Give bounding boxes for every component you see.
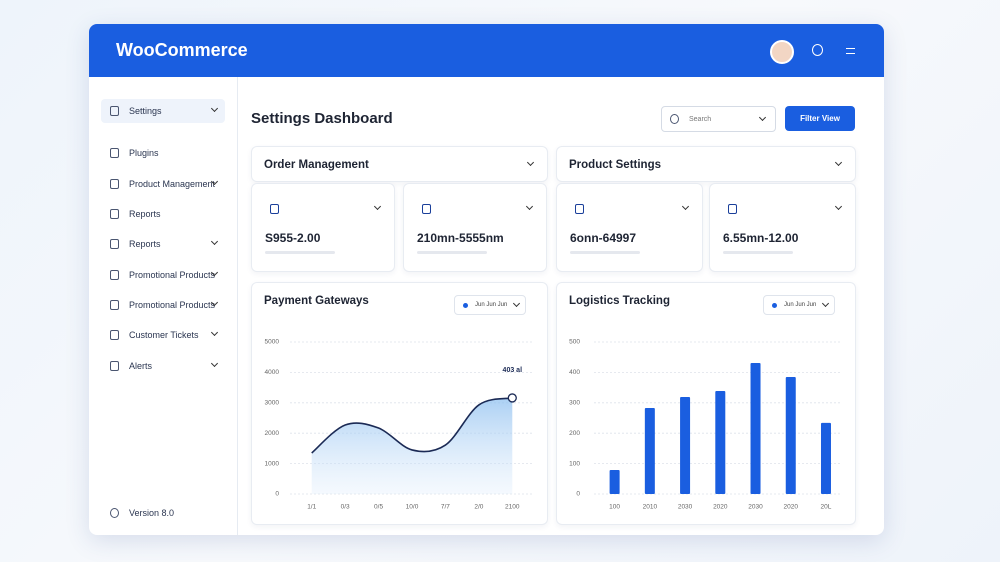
- panel-header[interactable]: Product Settings: [556, 146, 856, 182]
- filter-text: Jun Jun Jun: [475, 302, 508, 308]
- version: Version 8.0: [101, 501, 225, 525]
- sidebar-label: Reports: [129, 209, 161, 219]
- sidebar-label: Reports: [129, 239, 161, 249]
- icon: [110, 106, 119, 116]
- sidebar-item[interactable]: Alerts: [101, 354, 225, 378]
- sidebar-item[interactable]: Plugins: [101, 141, 225, 165]
- sidebar-item[interactable]: Product Management: [101, 172, 225, 196]
- chart-title: Payment Gateways: [264, 295, 369, 307]
- sidebar-item[interactable]: Settings: [101, 99, 225, 123]
- chevron: [210, 328, 219, 337]
- stat-value: 6.55mn-12.00: [723, 231, 799, 245]
- icon: [270, 204, 279, 214]
- icon: [110, 361, 119, 371]
- chart-card: Logistics Tracking Jun Jun Jun: [556, 282, 856, 525]
- chevron: [834, 202, 843, 211]
- sidebar-item[interactable]: Promotional Products: [101, 263, 225, 287]
- stat-card: 6.55mn-12.00: [709, 183, 856, 272]
- notification-icon[interactable]: [812, 44, 823, 56]
- filter[interactable]: Jun Jun Jun: [454, 295, 527, 315]
- stat-subtext: [265, 251, 335, 254]
- chevron: [210, 359, 219, 368]
- sidebar-item[interactable]: Reports: [101, 232, 225, 256]
- avatar[interactable]: [770, 40, 794, 64]
- sidebar: Version 8.0 Settings Plugins Product Manag…: [89, 77, 238, 535]
- brand: WooCommerce: [116, 40, 248, 60]
- sidebar-item[interactable]: Reports: [101, 202, 225, 226]
- icon: [110, 330, 119, 340]
- stat-card: 210mn-5555nm: [403, 183, 547, 272]
- search-text: Search: [689, 115, 712, 123]
- icon: [110, 300, 119, 310]
- chevron: [373, 202, 382, 211]
- chevron: [681, 202, 690, 211]
- chevron: [210, 237, 219, 246]
- stat-value: 210mn-5555nm: [417, 231, 504, 245]
- sidebar-label: Promotional Products: [129, 300, 216, 310]
- button-text: Filter View: [800, 114, 840, 123]
- sidebar-label: Alerts: [129, 361, 153, 371]
- sidebar-item[interactable]: Promotional Products: [101, 293, 225, 317]
- icon: [110, 148, 119, 158]
- sidebar-label: Product Management: [129, 179, 216, 189]
- chart-title: Logistics Tracking: [569, 295, 670, 307]
- icon: [575, 204, 584, 214]
- icon: [110, 270, 119, 280]
- chevron: [525, 202, 534, 211]
- sidebar-item[interactable]: Customer Tickets: [101, 323, 225, 347]
- stat-subtext: [723, 251, 793, 254]
- icon: [110, 209, 119, 219]
- header: WooCommerce: [89, 24, 884, 77]
- icon: [110, 239, 119, 249]
- window: WooCommerce Version 8.0 Settings Plugins P…: [89, 24, 884, 535]
- filter[interactable]: Jun Jun Jun: [763, 295, 836, 315]
- chevron: [210, 104, 219, 113]
- search[interactable]: Search: [661, 106, 776, 132]
- sidebar-label: Promotional Products: [129, 270, 216, 280]
- sidebar-label: Customer Tickets: [129, 330, 199, 340]
- stat-subtext: [570, 251, 640, 254]
- page-title: Settings Dashboard: [251, 110, 393, 127]
- filter-button[interactable]: Filter View: [785, 106, 855, 131]
- stat-value: S955-2.00: [265, 231, 321, 245]
- stat-subtext: [417, 251, 487, 254]
- icon: [422, 204, 431, 214]
- sidebar-label: Plugins: [129, 148, 159, 158]
- stat-card: 6onn-64997: [556, 183, 703, 272]
- chart-card: Payment Gateways Jun Jun Jun: [251, 282, 548, 525]
- stat-card: S955-2.00: [251, 183, 395, 272]
- filter-text: Jun Jun Jun: [784, 302, 817, 308]
- menu-icon[interactable]: [846, 48, 855, 54]
- icon: [110, 179, 119, 189]
- panel-title: Order Management: [264, 159, 369, 171]
- version-text: Version 8.0: [129, 508, 175, 518]
- panel-header[interactable]: Order Management: [251, 146, 548, 182]
- stat-value: 6onn-64997: [570, 231, 637, 245]
- icon: [728, 204, 737, 214]
- sidebar-label: Settings: [129, 106, 162, 116]
- panel-title: Product Settings: [569, 159, 662, 171]
